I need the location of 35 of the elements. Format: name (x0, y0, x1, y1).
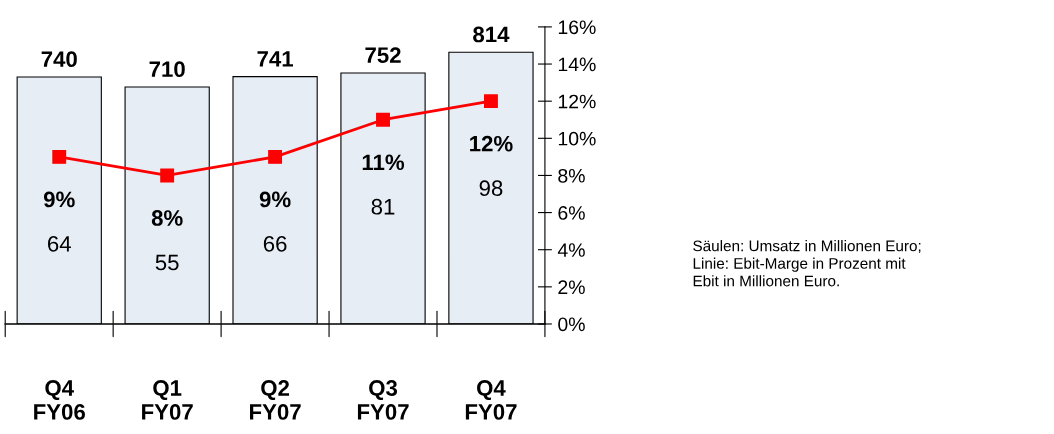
x-tick-label: Q2 FY07 (250, 380, 301, 420)
point (376, 112, 390, 127)
annotation: 66 (263, 236, 287, 252)
data-label: 11% (362, 154, 405, 171)
x-tick-label: Q4 FY07 (465, 380, 517, 420)
y2-tick-label: 16% (558, 20, 596, 35)
data-label: 741 (257, 51, 294, 67)
point (268, 149, 283, 164)
annotation: 98 (479, 180, 503, 197)
data-label: 9% (259, 191, 291, 208)
y2-tick-label: 8% (558, 168, 585, 183)
point (484, 94, 498, 109)
point (160, 168, 175, 183)
y2-tick-label: 12% (558, 94, 596, 109)
x-tick-label: Q3 FY07 (357, 380, 409, 420)
y2-tick-label: 10% (558, 131, 596, 146)
data-label: 710 (149, 61, 185, 78)
y2-tick-label: 2% (558, 280, 585, 295)
data-label: 740 (41, 51, 77, 68)
data-label: 12% (470, 135, 513, 152)
data-label: 752 (365, 47, 401, 64)
y2-tick-label: 14% (558, 57, 596, 72)
annotation: 81 (371, 198, 395, 215)
y2-tick-label: 4% (557, 243, 585, 257)
point (52, 149, 67, 164)
text: Säulen: Umsatz in Millionen Euro; Linie: Ebit-Marge in Prozent mit Ebit in Millionen Euro. (693, 240, 921, 287)
data-label: 8% (151, 210, 183, 226)
y2-tick-label: 6% (558, 206, 585, 220)
annotation: 55 (155, 254, 179, 271)
x-tick-label: Q1 FY07 (142, 380, 193, 420)
y2-tick-label: 0% (558, 317, 585, 332)
data-label: 9% (43, 191, 75, 208)
data-label: 814 (473, 26, 510, 43)
annotation: 64 (48, 236, 71, 252)
x-tick-label: Q4 FY06 (34, 380, 85, 420)
